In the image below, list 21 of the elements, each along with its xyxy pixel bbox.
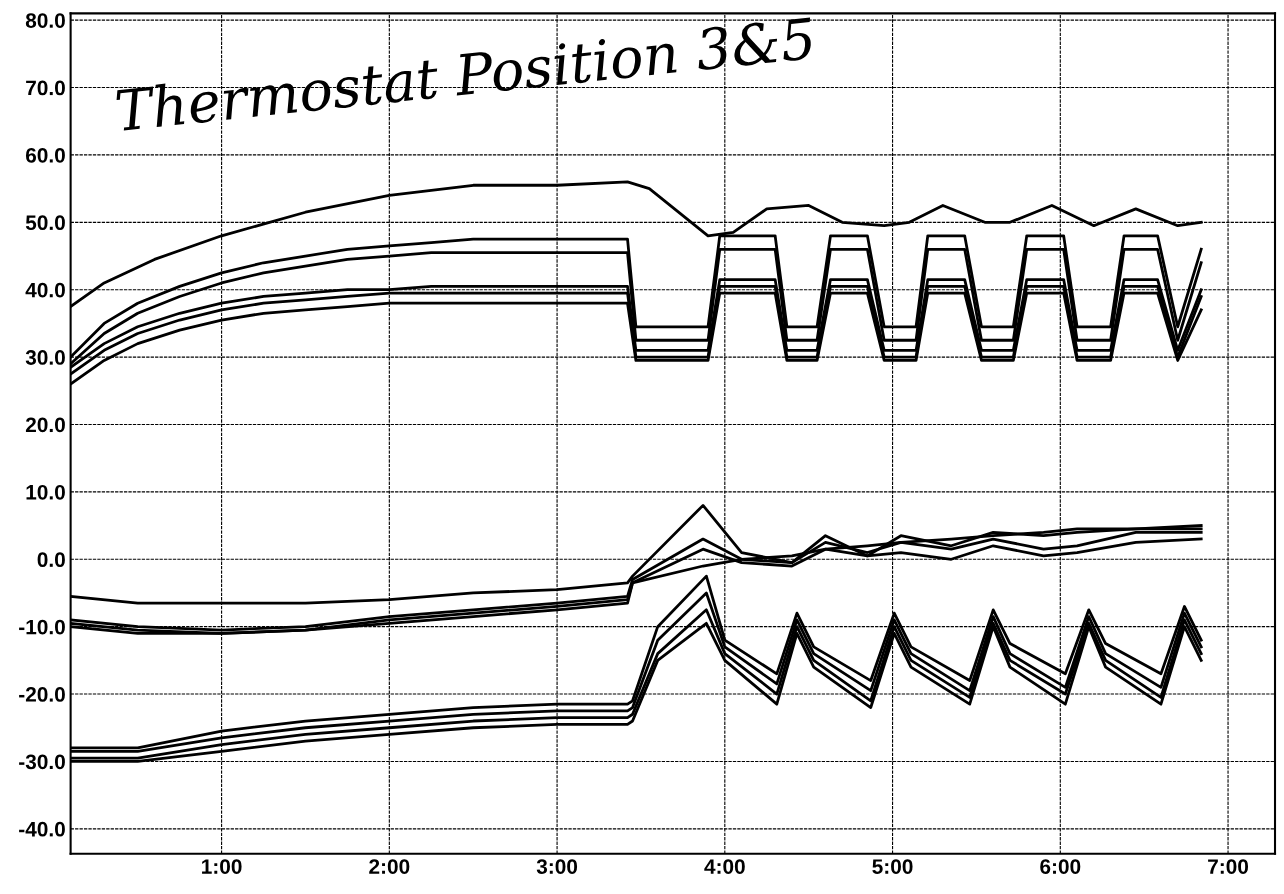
x-tick-label: 6:00 [1040, 859, 1081, 874]
y-tick-label: 30.0 [25, 350, 65, 365]
y-tick-label: 0.0 [37, 552, 65, 568]
y-tick-label: 10.0 [26, 484, 65, 500]
x-tick-label: 7:00 [1208, 859, 1249, 874]
x-tick-label: 3:00 [536, 859, 578, 874]
annotation: Thermostat Position 3&5 [115, 15, 815, 132]
y-tick-label: 40.0 [25, 282, 65, 298]
y-tick-label: 80.0 [25, 13, 65, 28]
y-tick-label: -20.0 [19, 687, 65, 702]
y-tick-label: 20.0 [25, 417, 65, 433]
y-tick-label: 70.0 [26, 80, 65, 96]
y-tick-label: -30.0 [19, 754, 65, 770]
y-tick-label: 60.0 [25, 147, 65, 163]
y-tick-label: -40.0 [19, 821, 65, 837]
x-tick-label: 1:00 [202, 859, 242, 874]
y-tick-label: 50.0 [25, 215, 65, 231]
y-tick-label: -10.0 [19, 619, 65, 635]
x-tick-label: 5:00 [872, 859, 913, 874]
x-tick-label: 4:00 [704, 859, 745, 874]
x-tick-label: 2:00 [369, 859, 410, 874]
